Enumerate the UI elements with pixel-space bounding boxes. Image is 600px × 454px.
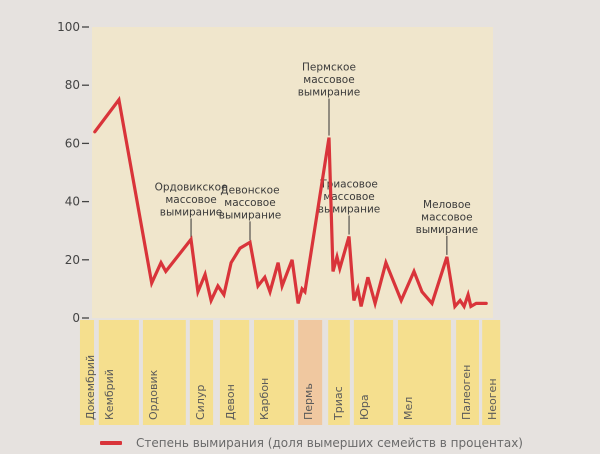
period-band — [298, 320, 323, 425]
annotation-label: Пермское — [302, 62, 356, 74]
period-band — [189, 320, 214, 425]
period-band — [219, 320, 250, 425]
period-label: Палеоген — [460, 365, 473, 420]
annotation-label: вымирание — [416, 224, 478, 236]
annotation-label: вымирание — [298, 87, 360, 99]
annotation-label: массовое — [323, 191, 374, 203]
annotation-label: массовое — [165, 194, 216, 206]
period-label: Неоген — [486, 378, 499, 420]
period-band — [328, 320, 350, 425]
legend-swatch — [100, 441, 122, 445]
extinction-rate-line — [93, 95, 488, 310]
period-label: Кембрий — [103, 369, 116, 420]
period-band — [456, 320, 479, 425]
y-tick-label: 100 — [57, 20, 80, 34]
annotations: ОрдовикскоемассовоевымираниеДевонскоемас… — [155, 62, 478, 255]
annotation-label: Меловое — [423, 199, 471, 211]
period-bands: Докембрий Кембрий Ордовик Силур Девон Карбон П… — [79, 320, 501, 425]
annotation-label: вымирание — [219, 209, 281, 221]
period-band — [482, 320, 501, 425]
annotation-label: массовое — [224, 197, 275, 209]
period-band — [98, 320, 139, 425]
annotation-label: вымирание — [318, 204, 380, 216]
legend: Степень вымирания (доля вымерших семейст… — [100, 436, 523, 450]
y-tick-label: 40 — [65, 195, 80, 209]
period-label: Девон — [224, 384, 237, 420]
annotation-label: Ордовикское — [155, 181, 228, 193]
period-band — [142, 320, 186, 425]
annotation-label: массовое — [303, 74, 354, 86]
period-label: Мел — [402, 397, 415, 420]
annotation-label: Девонское — [220, 184, 279, 196]
y-axis: 0 20 40 60 80 100 — [57, 20, 89, 325]
period-label: Докембрий — [84, 355, 97, 420]
annotation-label: вымирание — [160, 206, 222, 218]
y-tick-label: 60 — [65, 136, 80, 150]
legend-label: Степень вымирания (доля вымерших семейст… — [136, 436, 523, 450]
period-label: Карбон — [258, 378, 271, 420]
period-band — [254, 320, 295, 425]
period-label: Силур — [194, 385, 207, 420]
period-label: Триас — [332, 386, 345, 421]
period-band — [397, 320, 451, 425]
period-band — [79, 320, 95, 425]
annotation-label: массовое — [421, 211, 472, 223]
y-tick-label: 0 — [72, 311, 80, 325]
y-tick-label: 80 — [65, 78, 80, 92]
annotation-label: Триасовое — [319, 179, 378, 191]
y-tick-label: 20 — [65, 253, 80, 267]
period-label: Юра — [358, 394, 371, 420]
period-label: Ордовик — [147, 369, 160, 420]
period-label: Пермь — [302, 383, 315, 420]
period-band — [353, 320, 394, 425]
